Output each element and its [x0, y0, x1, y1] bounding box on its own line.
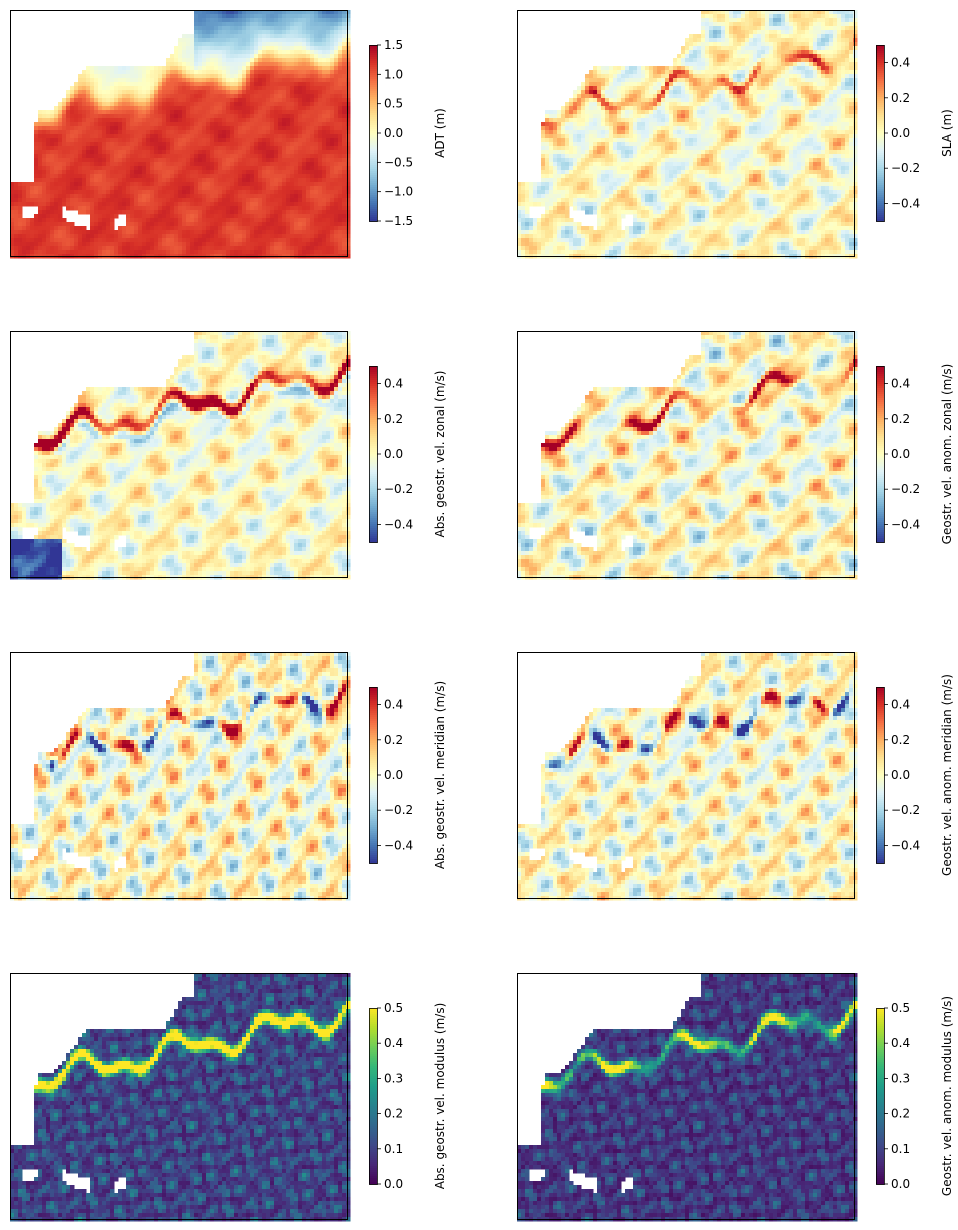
panel-speed_anom: 0.0 0.1 0.2 0.3 0.4 0.5 Geostr. vel. anom. mod… — [517, 973, 954, 1222]
colorbar-u_abs: −0.4 −0.2 0.0 0.2 0.4 Abs. geostr. vel. zonal… — [369, 366, 447, 543]
colorbar-label: Geostr. vel. anom. meridian (m/s) — [940, 674, 954, 876]
colorbar-tick-label: −0.2 — [384, 803, 413, 817]
colorbar-speed_anom: 0.0 0.1 0.2 0.3 0.4 0.5 Geostr. vel. anom. mod… — [876, 996, 954, 1196]
colorbar-tick-label: 0.2 — [384, 1107, 403, 1121]
colorbar-tick-label: −0.4 — [891, 196, 920, 210]
colorbar-tick-label: 0.2 — [891, 733, 910, 747]
colorbar-tick-label: 0.2 — [891, 91, 910, 105]
map-raster-speed_anom — [517, 973, 858, 1222]
colorbar-tick-label: 0.1 — [891, 1142, 910, 1156]
map-raster-adt — [10, 10, 351, 259]
map-raster-v_abs — [10, 652, 351, 901]
colorbar-u_anom: −0.4 −0.2 0.0 0.2 0.4 Geostr. vel. anom. zona… — [876, 364, 954, 545]
colorbar-tick-label: 1.0 — [384, 67, 403, 81]
panel-v_anom: −0.4 −0.2 0.0 0.2 0.4 Geostr. vel. anom. meri… — [517, 652, 954, 901]
colorbar-tick-label: 0.0 — [891, 768, 910, 782]
colorbar-speed_abs: 0.0 0.1 0.2 0.3 0.4 0.5 Abs. geostr. vel. modu… — [369, 1001, 447, 1191]
colorbar-tick-label: 0.0 — [891, 126, 910, 140]
panel-u_abs: −0.4 −0.2 0.0 0.2 0.4 Abs. geostr. vel. zonal… — [10, 331, 447, 580]
colorbar-tick-label: 0.4 — [384, 1036, 403, 1050]
colorbar-tick-label: 0.4 — [891, 698, 910, 712]
colorbar-tick-label: −0.2 — [384, 482, 413, 496]
colorbar-tick-label: 0.0 — [384, 447, 403, 461]
map-raster-u_abs — [10, 331, 351, 580]
colorbar-tick-label: 0.1 — [384, 1142, 403, 1156]
colorbar-label: Geostr. vel. anom. modulus (m/s) — [940, 996, 954, 1196]
colorbar-tick-label: −0.4 — [891, 838, 920, 852]
colorbar-tick-label: 1.5 — [384, 38, 403, 52]
colorbar-tick-label: −0.2 — [891, 161, 920, 175]
map-raster-sla — [517, 10, 858, 259]
colorbar-adt: −1.5 −1.0 −0.5 0.0 0.5 1.0 1.5 ADT (m) — [369, 38, 447, 228]
colorbar-tick-label: 0.2 — [891, 1107, 910, 1121]
colorbar-label: ADT (m) — [433, 108, 447, 158]
panel-sla: −0.4 −0.2 0.0 0.2 0.4 SLA (m) — [517, 10, 954, 259]
colorbar-tick-label: 0.0 — [384, 768, 403, 782]
colorbar-tick-label: −1.0 — [384, 185, 413, 199]
colorbar-tick-label: 0.0 — [891, 447, 910, 461]
colorbar-v_abs: −0.4 −0.2 0.0 0.2 0.4 Abs. geostr. vel. merid… — [369, 681, 447, 869]
map-raster-speed_abs — [10, 973, 351, 1222]
colorbar-tick-label: 0.0 — [384, 1177, 403, 1191]
colorbar-sla: −0.4 −0.2 0.0 0.2 0.4 SLA (m) — [876, 45, 954, 222]
colorbar-tick-label: 0.0 — [384, 126, 403, 140]
colorbar-tick-label: −0.4 — [891, 517, 920, 531]
colorbar-tick-label: 0.4 — [891, 1036, 910, 1050]
colorbar-tick-label: 0.5 — [891, 1001, 910, 1015]
colorbar-tick-label: 0.3 — [384, 1071, 403, 1085]
colorbar-tick-label: 0.0 — [891, 1177, 910, 1191]
panel-adt: −1.5 −1.0 −0.5 0.0 0.5 1.0 1.5 ADT (m) — [10, 10, 447, 259]
map-raster-u_anom — [517, 331, 858, 580]
colorbar-tick-label: 0.4 — [891, 56, 910, 70]
colorbar-tick-label: 0.3 — [891, 1071, 910, 1085]
colorbar-tick-label: 0.5 — [384, 97, 403, 111]
panel-speed_abs: 0.0 0.1 0.2 0.3 0.4 0.5 Abs. geostr. vel. modu… — [10, 973, 447, 1222]
colorbar-label: Geostr. vel. anom. zonal (m/s) — [940, 364, 954, 545]
colorbar-tick-label: −0.2 — [891, 803, 920, 817]
colorbar-tick-label: 0.5 — [384, 1001, 403, 1015]
colorbar-tick-label: 0.2 — [384, 733, 403, 747]
colorbar-tick-label: 0.4 — [384, 698, 403, 712]
colorbar-label: Abs. geostr. vel. modulus (m/s) — [433, 1003, 447, 1190]
map-raster-v_anom — [517, 652, 858, 901]
colorbar-tick-label: 0.4 — [891, 377, 910, 391]
panel-v_abs: −0.4 −0.2 0.0 0.2 0.4 Abs. geostr. vel. merid… — [10, 652, 447, 901]
colorbar-tick-label: −0.5 — [384, 155, 413, 169]
colorbar-label: Abs. geostr. vel. meridian (m/s) — [433, 681, 447, 869]
colorbar-tick-label: 0.4 — [384, 377, 403, 391]
panel-u_anom: −0.4 −0.2 0.0 0.2 0.4 Geostr. vel. anom. zona… — [517, 331, 954, 580]
colorbar-tick-label: −0.2 — [891, 482, 920, 496]
colorbar-v_anom: −0.4 −0.2 0.0 0.2 0.4 Geostr. vel. anom. meri… — [876, 674, 954, 876]
colorbar-label: SLA (m) — [940, 109, 954, 157]
colorbar-tick-label: −0.4 — [384, 517, 413, 531]
colorbar-tick-label: −1.5 — [384, 214, 413, 228]
colorbar-label: Abs. geostr. vel. zonal (m/s) — [433, 370, 447, 537]
colorbar-tick-label: −0.4 — [384, 838, 413, 852]
colorbar-tick-label: 0.2 — [891, 412, 910, 426]
colorbar-tick-label: 0.2 — [384, 412, 403, 426]
